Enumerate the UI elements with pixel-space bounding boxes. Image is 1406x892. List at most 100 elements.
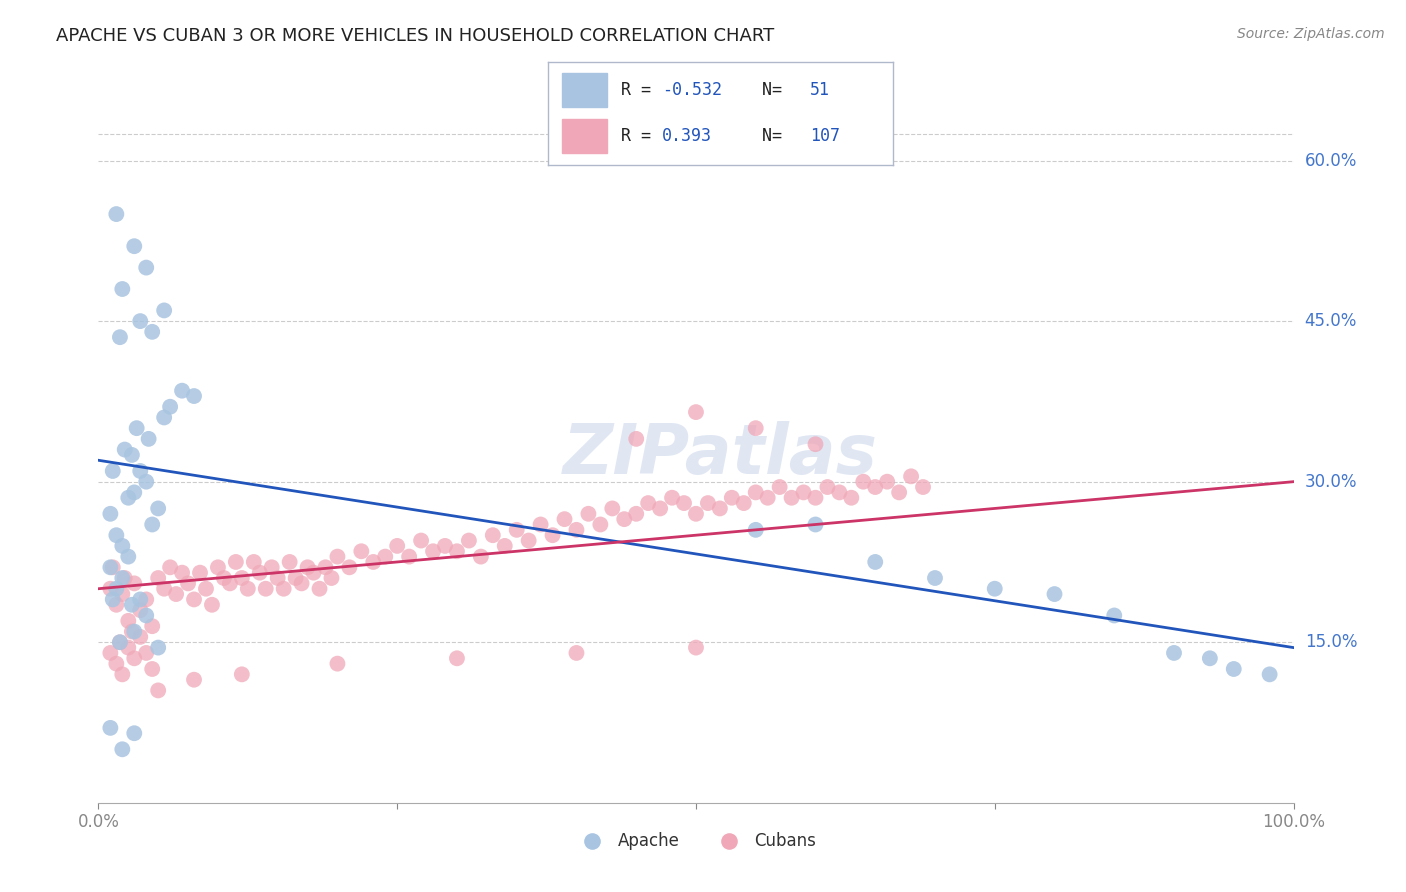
Point	[172, 384, 194, 398]
Point	[267, 571, 290, 585]
Point	[121, 624, 143, 639]
Point	[793, 485, 815, 500]
Point	[129, 314, 152, 328]
Point	[541, 528, 564, 542]
Point	[780, 491, 803, 505]
Point	[231, 667, 253, 681]
Point	[254, 582, 277, 596]
Text: R =: R =	[620, 128, 671, 145]
Point	[207, 560, 229, 574]
Point	[148, 683, 170, 698]
Point	[517, 533, 540, 548]
Point	[177, 576, 200, 591]
Point	[1258, 667, 1281, 681]
Point	[124, 726, 146, 740]
Point	[828, 485, 851, 500]
Point	[924, 571, 946, 585]
Point	[626, 507, 648, 521]
Point	[321, 571, 343, 585]
Point	[565, 646, 588, 660]
Point	[602, 501, 624, 516]
Point	[98, 507, 122, 521]
Text: APACHE VS CUBAN 3 OR MORE VEHICLES IN HOUSEHOLD CORRELATION CHART: APACHE VS CUBAN 3 OR MORE VEHICLES IN HO…	[56, 27, 775, 45]
Point	[111, 539, 134, 553]
Point	[225, 555, 247, 569]
Text: 0.393: 0.393	[662, 128, 711, 145]
Point	[212, 571, 235, 585]
Point	[434, 539, 457, 553]
Point	[183, 592, 205, 607]
Point	[745, 421, 768, 435]
Point	[117, 640, 139, 655]
Point	[121, 448, 143, 462]
Point	[141, 325, 163, 339]
Text: 45.0%: 45.0%	[1305, 312, 1357, 330]
Point	[135, 646, 157, 660]
Point	[804, 517, 827, 532]
Point	[613, 512, 636, 526]
Point	[135, 592, 157, 607]
Point	[111, 282, 134, 296]
Legend: Apache, Cubans: Apache, Cubans	[569, 826, 823, 857]
Point	[141, 662, 163, 676]
Text: 60.0%: 60.0%	[1305, 152, 1357, 169]
Point	[111, 742, 134, 756]
Point	[673, 496, 696, 510]
Point	[291, 576, 314, 591]
Point	[470, 549, 492, 564]
Point	[108, 635, 131, 649]
Point	[138, 432, 160, 446]
Point	[494, 539, 516, 553]
Point	[108, 330, 131, 344]
Point	[101, 464, 124, 478]
Point	[121, 598, 143, 612]
Point	[721, 491, 744, 505]
Point	[900, 469, 922, 483]
Point	[243, 555, 266, 569]
Point	[685, 507, 707, 521]
Point	[108, 635, 131, 649]
Point	[153, 410, 176, 425]
Point	[661, 491, 683, 505]
Point	[111, 667, 134, 681]
Point	[530, 517, 553, 532]
Point	[984, 582, 1007, 596]
Point	[650, 501, 672, 516]
Point	[260, 560, 283, 574]
Point	[446, 651, 468, 665]
Point	[769, 480, 792, 494]
Point	[626, 432, 648, 446]
Text: ZIPatlas: ZIPatlas	[562, 421, 877, 489]
Point	[446, 544, 468, 558]
Text: Source: ZipAtlas.com: Source: ZipAtlas.com	[1237, 27, 1385, 41]
Point	[98, 582, 122, 596]
Point	[422, 544, 444, 558]
Point	[183, 389, 205, 403]
Point	[111, 587, 134, 601]
Point	[385, 539, 409, 553]
Point	[195, 582, 218, 596]
Point	[111, 571, 134, 585]
Text: -0.532: -0.532	[662, 81, 723, 99]
Point	[117, 549, 139, 564]
Point	[1163, 646, 1185, 660]
Point	[236, 582, 259, 596]
Point	[114, 442, 136, 457]
Point	[1043, 587, 1066, 601]
Point	[101, 560, 124, 574]
Text: R =: R =	[620, 81, 661, 99]
Point	[105, 598, 128, 612]
Point	[148, 571, 170, 585]
Point	[148, 640, 170, 655]
Point	[153, 582, 176, 596]
Point	[308, 582, 330, 596]
Point	[129, 630, 152, 644]
Bar	[562, 73, 607, 106]
Point	[129, 592, 152, 607]
Point	[745, 485, 768, 500]
Point	[865, 555, 887, 569]
Point	[315, 560, 337, 574]
Point	[124, 624, 146, 639]
Point	[141, 619, 163, 633]
Point	[326, 549, 349, 564]
